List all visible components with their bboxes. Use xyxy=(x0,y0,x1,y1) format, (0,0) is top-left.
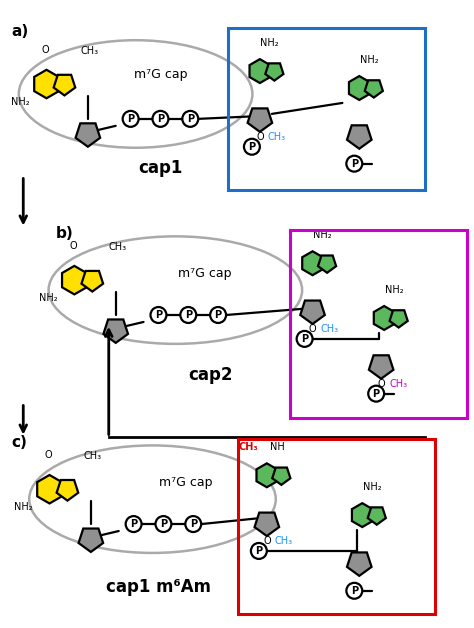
Polygon shape xyxy=(79,529,103,552)
Polygon shape xyxy=(349,76,370,100)
Text: O: O xyxy=(256,132,264,142)
Bar xyxy=(290,230,466,418)
Text: CH₃: CH₃ xyxy=(109,242,127,252)
Polygon shape xyxy=(249,59,270,83)
Text: b): b) xyxy=(56,226,74,241)
Circle shape xyxy=(346,583,362,598)
Polygon shape xyxy=(255,512,279,536)
Polygon shape xyxy=(56,480,78,501)
Circle shape xyxy=(151,307,166,323)
Text: NH₂: NH₂ xyxy=(11,97,29,107)
Circle shape xyxy=(182,111,198,127)
Text: P: P xyxy=(127,114,134,124)
Text: cap2: cap2 xyxy=(188,365,232,384)
Polygon shape xyxy=(75,123,100,147)
Text: P: P xyxy=(160,519,167,529)
Text: P: P xyxy=(157,114,164,124)
Polygon shape xyxy=(34,70,59,98)
Text: CH₃: CH₃ xyxy=(84,452,102,462)
Polygon shape xyxy=(62,266,87,295)
Circle shape xyxy=(297,331,312,347)
Text: NH₂: NH₂ xyxy=(363,482,382,492)
Polygon shape xyxy=(256,463,277,487)
Text: P: P xyxy=(185,310,192,320)
Polygon shape xyxy=(365,80,383,97)
Polygon shape xyxy=(247,109,272,132)
Text: CH₃: CH₃ xyxy=(320,324,338,334)
Polygon shape xyxy=(347,126,372,149)
Bar xyxy=(228,28,425,190)
Circle shape xyxy=(185,516,201,532)
Text: cap1 m⁶Am: cap1 m⁶Am xyxy=(106,578,211,596)
Bar xyxy=(238,440,435,614)
Text: O: O xyxy=(44,450,52,460)
Text: CH₃: CH₃ xyxy=(238,442,258,452)
Circle shape xyxy=(346,156,362,171)
Text: NH₂: NH₂ xyxy=(360,55,379,65)
Text: P: P xyxy=(190,519,197,529)
Polygon shape xyxy=(318,256,336,273)
Polygon shape xyxy=(82,271,103,291)
Text: cap1: cap1 xyxy=(138,159,182,176)
Circle shape xyxy=(126,516,142,532)
Circle shape xyxy=(368,386,384,402)
Polygon shape xyxy=(368,507,386,524)
Polygon shape xyxy=(352,503,373,527)
Text: NH: NH xyxy=(270,442,284,452)
Polygon shape xyxy=(265,63,283,80)
Text: P: P xyxy=(351,159,358,169)
Text: CH₃: CH₃ xyxy=(81,46,99,56)
Text: O: O xyxy=(263,536,271,546)
Text: O: O xyxy=(377,379,385,389)
Text: NH₂: NH₂ xyxy=(385,285,403,295)
Text: O: O xyxy=(69,241,77,251)
Text: O: O xyxy=(309,324,317,334)
Text: CH₃: CH₃ xyxy=(275,536,293,546)
Polygon shape xyxy=(374,306,394,330)
Text: P: P xyxy=(187,114,194,124)
Polygon shape xyxy=(302,251,323,275)
Text: NH₂: NH₂ xyxy=(14,502,33,512)
Text: P: P xyxy=(155,310,162,320)
Circle shape xyxy=(123,111,138,127)
Polygon shape xyxy=(347,553,372,576)
Text: NH₂: NH₂ xyxy=(261,38,279,48)
Polygon shape xyxy=(390,310,408,328)
Polygon shape xyxy=(54,75,75,95)
Polygon shape xyxy=(103,320,128,343)
Text: NH₂: NH₂ xyxy=(39,293,57,303)
Circle shape xyxy=(210,307,226,323)
Text: m⁷G cap: m⁷G cap xyxy=(134,68,187,80)
Polygon shape xyxy=(37,475,62,504)
Polygon shape xyxy=(300,301,325,324)
Circle shape xyxy=(153,111,168,127)
Text: m⁷G cap: m⁷G cap xyxy=(159,476,212,489)
Circle shape xyxy=(180,307,196,323)
Text: P: P xyxy=(248,142,255,152)
Polygon shape xyxy=(272,468,291,485)
Text: O: O xyxy=(41,45,49,55)
Text: P: P xyxy=(130,519,137,529)
Text: c): c) xyxy=(11,435,27,450)
Text: P: P xyxy=(301,334,308,344)
Text: m⁷G cap: m⁷G cap xyxy=(178,267,232,279)
Circle shape xyxy=(251,543,267,559)
Text: NH₂: NH₂ xyxy=(313,230,332,241)
Text: CH₃: CH₃ xyxy=(389,379,407,389)
Text: CH₃: CH₃ xyxy=(268,132,286,142)
Text: P: P xyxy=(255,546,263,556)
Circle shape xyxy=(155,516,172,532)
Text: P: P xyxy=(215,310,222,320)
Polygon shape xyxy=(369,355,393,379)
Text: P: P xyxy=(373,389,380,399)
Circle shape xyxy=(244,139,260,154)
Text: a): a) xyxy=(11,24,28,40)
Text: P: P xyxy=(351,586,358,596)
